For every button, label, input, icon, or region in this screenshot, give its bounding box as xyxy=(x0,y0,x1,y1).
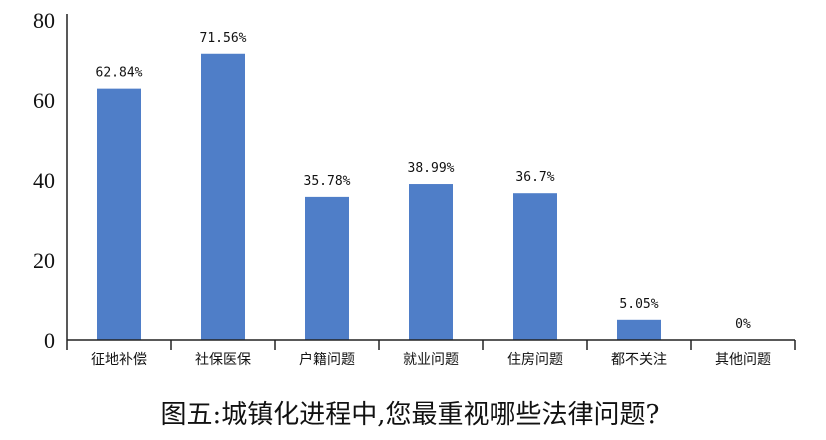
x-axis-category-labels: 征地补偿 社保医保 户籍问题 就业问题 住房问题 都不关注 其他问题 xyxy=(91,351,771,368)
chart-caption: 图五:城镇化进程中,您最重视哪些法律问题? xyxy=(161,400,660,430)
y-tick-label: 0 xyxy=(44,328,55,353)
bar-value-labels: 62.84% 71.56% 35.78% 38.99% 36.7% 5.05% 0% xyxy=(96,31,751,332)
bar xyxy=(97,88,141,340)
bar xyxy=(305,196,349,340)
bar-value-label: 62.84% xyxy=(96,66,143,81)
bar xyxy=(617,319,661,340)
bar-value-label: 5.05% xyxy=(619,297,658,312)
axes xyxy=(66,14,796,350)
x-category-label: 就业问题 xyxy=(403,352,459,368)
bar-value-label: 36.7% xyxy=(515,170,554,185)
bar xyxy=(409,184,453,340)
bar-value-label: 35.78% xyxy=(304,174,351,189)
bar-series xyxy=(97,53,661,340)
y-axis-tick-labels: 0 20 40 60 80 xyxy=(33,8,55,353)
x-category-label: 户籍问题 xyxy=(299,351,355,368)
x-category-label: 其他问题 xyxy=(715,352,771,368)
y-tick-label: 20 xyxy=(33,248,55,273)
y-tick-label: 40 xyxy=(33,168,55,193)
x-category-label: 住房问题 xyxy=(507,352,563,368)
bar-value-label: 71.56% xyxy=(200,31,247,46)
x-category-label: 社保医保 xyxy=(195,352,251,368)
bar xyxy=(201,53,245,340)
y-tick-label: 80 xyxy=(33,8,55,33)
bar-value-label: 0% xyxy=(735,317,751,332)
bar xyxy=(513,193,557,340)
x-category-label: 征地补偿 xyxy=(91,352,147,368)
bar-value-label: 38.99% xyxy=(408,161,455,176)
x-category-label: 都不关注 xyxy=(611,352,667,368)
y-tick-label: 60 xyxy=(33,88,55,113)
